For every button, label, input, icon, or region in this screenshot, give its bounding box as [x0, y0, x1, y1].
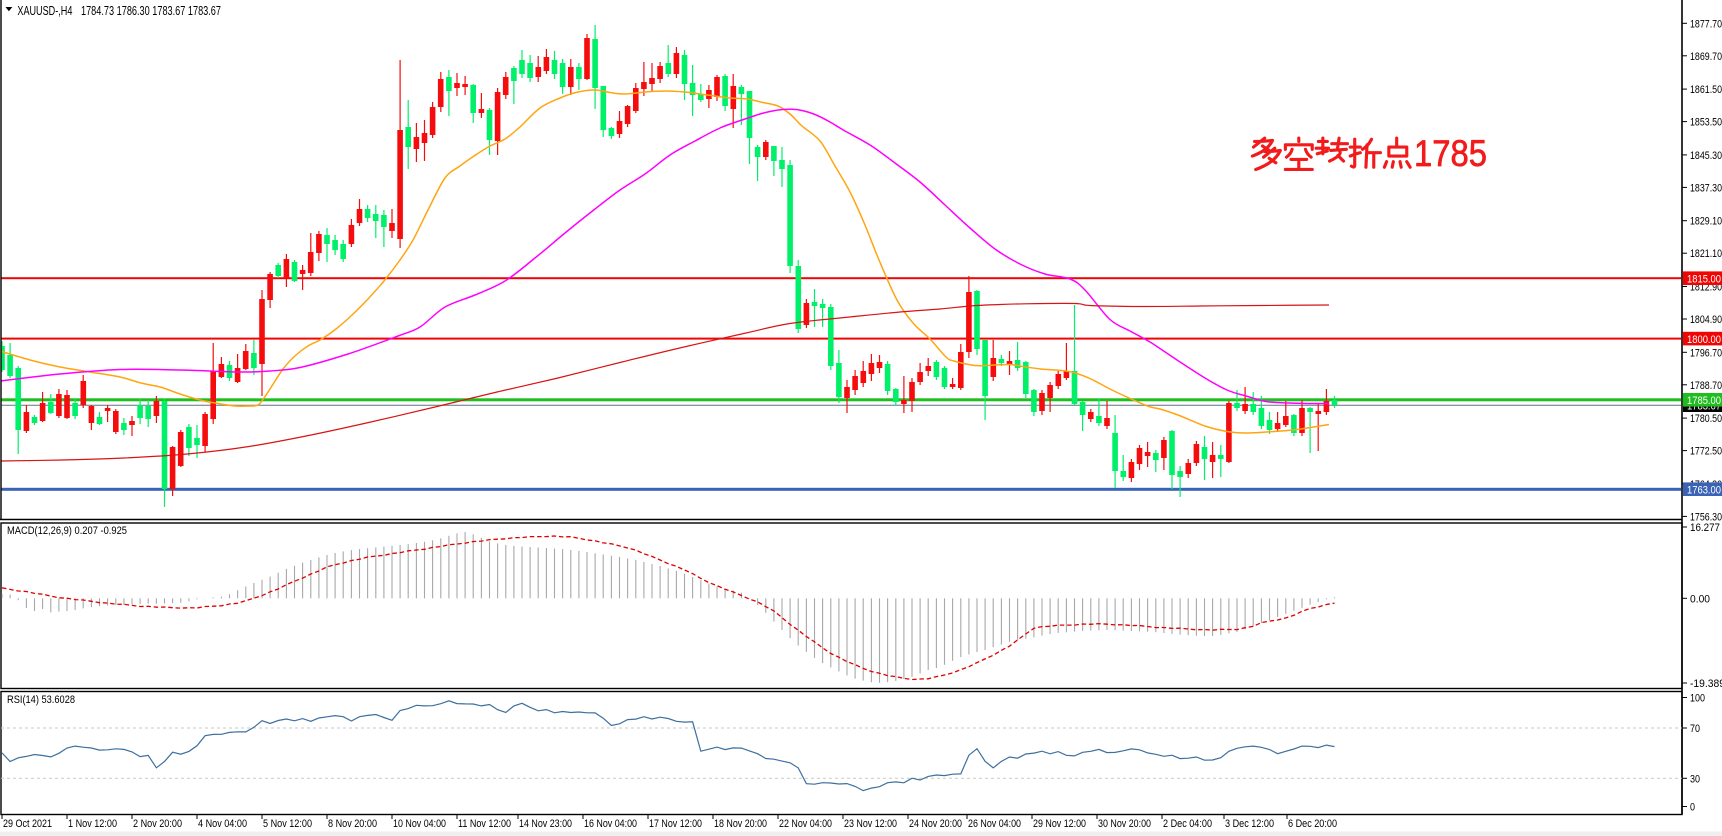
svg-text:0.00: 0.00	[1690, 593, 1710, 605]
svg-text:RSI(14) 53.6028: RSI(14) 53.6028	[7, 694, 75, 706]
svg-text:1877.70: 1877.70	[1690, 18, 1722, 30]
svg-text:1 Nov 12:00: 1 Nov 12:00	[68, 818, 117, 830]
svg-text:11 Nov 12:00: 11 Nov 12:00	[458, 818, 511, 830]
svg-text:1763.00: 1763.00	[1687, 484, 1721, 496]
svg-text:70: 70	[1690, 723, 1700, 735]
svg-text:1800.00: 1800.00	[1687, 334, 1721, 346]
svg-text:1845.30: 1845.30	[1690, 150, 1722, 162]
svg-text:10 Nov 04:00: 10 Nov 04:00	[393, 818, 446, 830]
svg-text:5 Nov 12:00: 5 Nov 12:00	[263, 818, 312, 830]
svg-text:18 Nov 20:00: 18 Nov 20:00	[714, 818, 767, 830]
svg-text:1821.10: 1821.10	[1690, 248, 1722, 260]
svg-text:1756.30: 1756.30	[1690, 511, 1722, 523]
svg-text:30 Nov 20:00: 30 Nov 20:00	[1098, 818, 1151, 830]
svg-text:16.277: 16.277	[1690, 522, 1720, 534]
svg-text:2 Nov 20:00: 2 Nov 20:00	[133, 818, 182, 830]
svg-text:1784.73 1786.30 1783.67 1783.6: 1784.73 1786.30 1783.67 1783.67	[81, 3, 221, 18]
svg-text:1829.10: 1829.10	[1690, 216, 1722, 228]
svg-text:2 Dec 04:00: 2 Dec 04:00	[1163, 818, 1212, 830]
svg-text:16 Nov 04:00: 16 Nov 04:00	[584, 818, 637, 830]
svg-text:14 Nov 23:00: 14 Nov 23:00	[519, 818, 572, 830]
svg-text:1796.70: 1796.70	[1690, 347, 1722, 359]
svg-text:22 Nov 04:00: 22 Nov 04:00	[779, 818, 832, 830]
svg-text:0: 0	[1690, 802, 1695, 814]
svg-text:-19.389: -19.389	[1690, 678, 1722, 690]
svg-text:XAUUSD-,H4: XAUUSD-,H4	[17, 3, 72, 18]
svg-text:1837.30: 1837.30	[1690, 182, 1722, 194]
svg-text:6 Dec 20:00: 6 Dec 20:00	[1288, 818, 1337, 830]
svg-text:1869.70: 1869.70	[1690, 51, 1722, 63]
svg-text:1853.50: 1853.50	[1690, 117, 1722, 129]
svg-text:1785: 1785	[1414, 133, 1487, 174]
svg-text:1804.90: 1804.90	[1690, 314, 1722, 326]
svg-text:1861.50: 1861.50	[1690, 84, 1722, 96]
svg-text:24 Nov 20:00: 24 Nov 20:00	[909, 818, 962, 830]
svg-text:4 Nov 04:00: 4 Nov 04:00	[198, 818, 247, 830]
svg-text:MACD(12,26,9) 0.207 -0.925: MACD(12,26,9) 0.207 -0.925	[7, 525, 127, 537]
svg-text:1772.50: 1772.50	[1690, 446, 1722, 458]
svg-text:1788.70: 1788.70	[1690, 380, 1722, 392]
svg-text:17 Nov 12:00: 17 Nov 12:00	[649, 818, 702, 830]
svg-text:100: 100	[1690, 693, 1705, 705]
svg-text:23 Nov 12:00: 23 Nov 12:00	[844, 818, 897, 830]
svg-text:1785.00: 1785.00	[1687, 395, 1721, 407]
svg-text:29 Nov 12:00: 29 Nov 12:00	[1033, 818, 1086, 830]
svg-text:26 Nov 04:00: 26 Nov 04:00	[968, 818, 1021, 830]
svg-text:29 Oct 2021: 29 Oct 2021	[3, 818, 52, 830]
svg-text:3 Dec 12:00: 3 Dec 12:00	[1225, 818, 1274, 830]
svg-text:1780.50: 1780.50	[1690, 413, 1722, 425]
svg-text:30: 30	[1690, 773, 1700, 785]
svg-text:8 Nov 20:00: 8 Nov 20:00	[328, 818, 377, 830]
svg-text:1815.00: 1815.00	[1687, 273, 1721, 285]
